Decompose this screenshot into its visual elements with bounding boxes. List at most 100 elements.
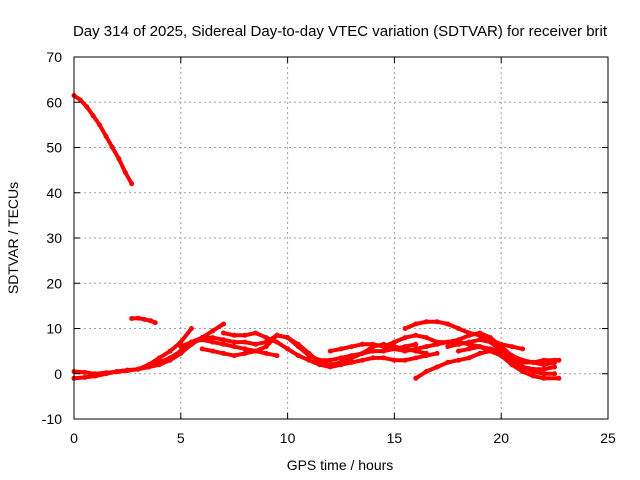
data-point xyxy=(530,373,536,379)
data-point xyxy=(556,357,562,363)
data-point xyxy=(338,346,344,352)
data-point xyxy=(402,357,408,363)
data-point xyxy=(135,315,141,321)
data-point xyxy=(129,181,135,187)
data-point xyxy=(84,104,90,110)
axis-ticks: 0 5 10 15 20 25 -10 0 10 20 30 40 50 60 70 xyxy=(42,49,616,446)
data-point xyxy=(445,339,451,345)
y-tick-label: 70 xyxy=(46,49,62,65)
data-point xyxy=(103,370,109,376)
data-point xyxy=(552,371,558,377)
data-point xyxy=(370,355,376,361)
data-point xyxy=(466,355,472,361)
data-point xyxy=(434,364,440,370)
data-point xyxy=(402,326,408,331)
data-point xyxy=(210,348,216,354)
data-point xyxy=(434,339,440,345)
data-point xyxy=(541,371,547,377)
data-point xyxy=(82,369,88,375)
data-point xyxy=(370,348,376,354)
data-point xyxy=(295,341,301,347)
data-point xyxy=(477,337,483,343)
data-point xyxy=(381,348,387,354)
y-tick-label: 60 xyxy=(46,94,62,110)
data-point xyxy=(242,350,248,356)
data-point xyxy=(434,319,440,325)
data-point xyxy=(242,332,248,338)
data-point xyxy=(445,344,451,350)
series-track-15 xyxy=(456,344,561,381)
data-point xyxy=(541,357,547,363)
data-point xyxy=(456,326,461,331)
data-point xyxy=(349,359,355,365)
data-point xyxy=(349,344,355,350)
x-tick-label: 10 xyxy=(280,430,296,446)
data-point xyxy=(552,364,558,370)
data-point xyxy=(77,97,83,103)
data-point xyxy=(242,339,248,345)
data-point xyxy=(498,353,504,359)
y-tick-label: 20 xyxy=(46,275,62,291)
data-point xyxy=(178,339,184,345)
chart-title: Day 314 of 2025, Sidereal Day-to-day VTE… xyxy=(73,23,608,40)
data-point xyxy=(327,357,333,363)
data-point xyxy=(274,339,280,345)
data-point xyxy=(103,133,109,139)
data-point xyxy=(413,346,419,352)
data-point xyxy=(541,366,547,372)
data-point xyxy=(413,321,419,327)
data-point xyxy=(520,364,526,370)
data-point xyxy=(274,332,280,338)
data-point xyxy=(477,350,483,356)
data-point xyxy=(530,359,536,365)
data-point xyxy=(391,357,397,363)
data-point xyxy=(263,344,269,350)
data-point xyxy=(199,346,205,352)
data-point xyxy=(381,355,387,361)
data-point xyxy=(327,364,333,370)
data-point xyxy=(122,169,128,175)
data-point xyxy=(556,375,562,381)
data-point xyxy=(148,318,154,324)
data-point xyxy=(253,341,259,347)
data-point xyxy=(391,346,397,352)
data-point xyxy=(456,357,461,363)
x-tick-label: 5 xyxy=(177,430,185,446)
y-tick-label: 30 xyxy=(46,230,62,246)
data-point xyxy=(359,357,365,363)
data-point xyxy=(221,321,226,327)
data-point xyxy=(402,335,408,341)
data-point xyxy=(253,330,259,336)
data-point xyxy=(90,113,96,119)
data-point xyxy=(221,337,226,343)
data-point xyxy=(306,357,312,363)
data-point xyxy=(189,326,194,331)
data-point xyxy=(498,348,504,354)
y-tick-label: 50 xyxy=(46,140,62,156)
data-point xyxy=(423,369,429,374)
data-point xyxy=(231,339,237,345)
data-point xyxy=(156,355,162,361)
data-point xyxy=(402,348,408,354)
data-point xyxy=(231,344,237,350)
data-point xyxy=(92,371,98,377)
data-point xyxy=(541,362,547,368)
data-point xyxy=(97,122,103,128)
data-point xyxy=(231,353,237,359)
data-point xyxy=(370,341,376,347)
data-point xyxy=(488,348,493,354)
data-point xyxy=(520,359,526,365)
data-point xyxy=(263,350,269,356)
x-tick-label: 25 xyxy=(600,430,616,446)
data-point xyxy=(231,332,237,338)
data-point xyxy=(109,145,115,150)
data-point xyxy=(189,339,194,345)
data-point xyxy=(199,335,205,341)
data-point xyxy=(381,344,387,350)
data-point xyxy=(488,339,493,345)
data-point xyxy=(146,364,152,370)
series-track-1 xyxy=(72,93,134,186)
data-point xyxy=(445,321,451,327)
data-point xyxy=(477,344,483,350)
